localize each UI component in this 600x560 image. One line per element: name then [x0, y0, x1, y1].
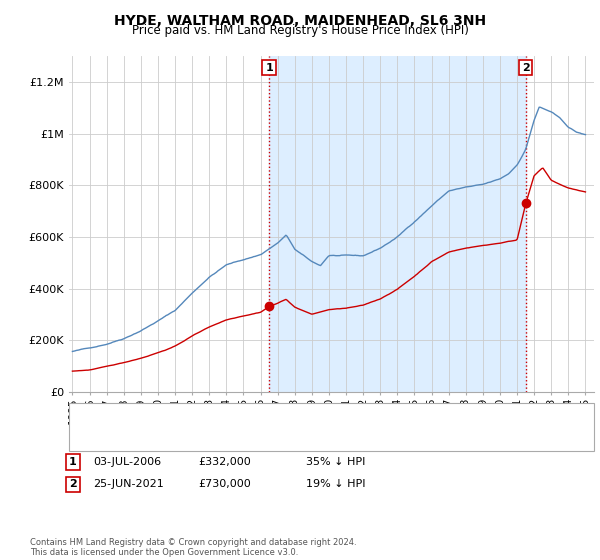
Text: 2: 2 [522, 63, 529, 73]
Text: ———: ——— [78, 432, 115, 445]
Text: £730,000: £730,000 [198, 479, 251, 489]
Text: 25-JUN-2021: 25-JUN-2021 [93, 479, 164, 489]
Text: HPI: Average price, detached house, Windsor and Maidenhead: HPI: Average price, detached house, Wind… [114, 434, 439, 444]
Text: 2: 2 [69, 479, 77, 489]
Text: 35% ↓ HPI: 35% ↓ HPI [306, 457, 365, 467]
Bar [269, 56, 526, 392]
Text: 1: 1 [69, 457, 77, 467]
Text: ———: ——— [78, 410, 115, 423]
Text: Price paid vs. HM Land Registry's House Price Index (HPI): Price paid vs. HM Land Registry's House … [131, 24, 469, 37]
Text: 19% ↓ HPI: 19% ↓ HPI [306, 479, 365, 489]
Text: 03-JUL-2006: 03-JUL-2006 [93, 457, 161, 467]
Text: Contains HM Land Registry data © Crown copyright and database right 2024.
This d: Contains HM Land Registry data © Crown c… [30, 538, 356, 557]
Text: £332,000: £332,000 [198, 457, 251, 467]
Text: 1: 1 [265, 63, 273, 73]
Text: HYDE, WALTHAM ROAD, MAIDENHEAD, SL6 3NH (detached house): HYDE, WALTHAM ROAD, MAIDENHEAD, SL6 3NH … [114, 412, 457, 422]
Text: HYDE, WALTHAM ROAD, MAIDENHEAD, SL6 3NH: HYDE, WALTHAM ROAD, MAIDENHEAD, SL6 3NH [114, 14, 486, 28]
